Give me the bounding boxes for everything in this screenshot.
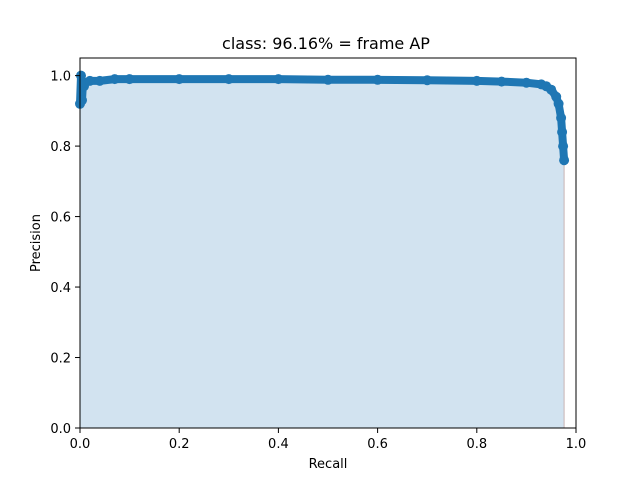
x-tick-label: 0.4	[268, 437, 289, 452]
y-tick-label: 1.0	[50, 70, 71, 85]
pr-curve-point	[323, 74, 333, 85]
x-tick-label: 0.6	[367, 437, 388, 452]
pr-curve-point	[77, 95, 87, 106]
x-axis: 0.0 0.2 0.4 0.6 0.8 1.0	[70, 428, 587, 452]
y-tick-label: 0.0	[50, 422, 71, 437]
pr-curve-point	[124, 74, 135, 85]
pr-curve-point	[546, 84, 557, 95]
pr-curve-point	[174, 74, 185, 85]
plot-frame	[79, 57, 577, 429]
y-tick-label: 0.8	[50, 140, 71, 155]
x-tick-label: 0.2	[169, 437, 190, 452]
pr-curve-point	[556, 112, 567, 123]
pr-curve-point	[422, 75, 433, 86]
pr-curve-point	[223, 74, 234, 85]
pr-curve-point	[559, 155, 570, 166]
pr-curve-point	[553, 98, 564, 109]
pr-curve-point	[521, 77, 532, 88]
y-tick-label: 0.6	[50, 211, 71, 226]
chart-title: class: 96.16% = frame AP	[222, 34, 430, 53]
pr-curve-point	[557, 127, 568, 137]
pr-curve-point	[558, 141, 569, 152]
pr-area-fill	[80, 75, 565, 428]
x-tick-label: 0.0	[70, 437, 91, 452]
x-axis-label: Recall	[309, 457, 348, 472]
y-tick-label: 0.4	[50, 281, 71, 296]
pr-curve-point	[109, 74, 120, 85]
pr-curve-point	[273, 74, 284, 85]
x-tick-label: 0.8	[466, 437, 487, 452]
pr-curve-point	[94, 75, 105, 86]
x-tick-label: 1.0	[566, 437, 587, 452]
pr-curve-point	[496, 76, 507, 87]
y-axis-label: Precision	[29, 214, 44, 272]
pr-curve-point	[471, 75, 482, 86]
pr-curve-point	[84, 75, 95, 86]
y-axis: 0.0 0.2 0.4 0.6 0.8 1.0	[50, 70, 80, 437]
plot-area	[75, 70, 570, 428]
pr-curve-point	[372, 74, 383, 85]
y-tick-label: 0.2	[50, 352, 71, 367]
